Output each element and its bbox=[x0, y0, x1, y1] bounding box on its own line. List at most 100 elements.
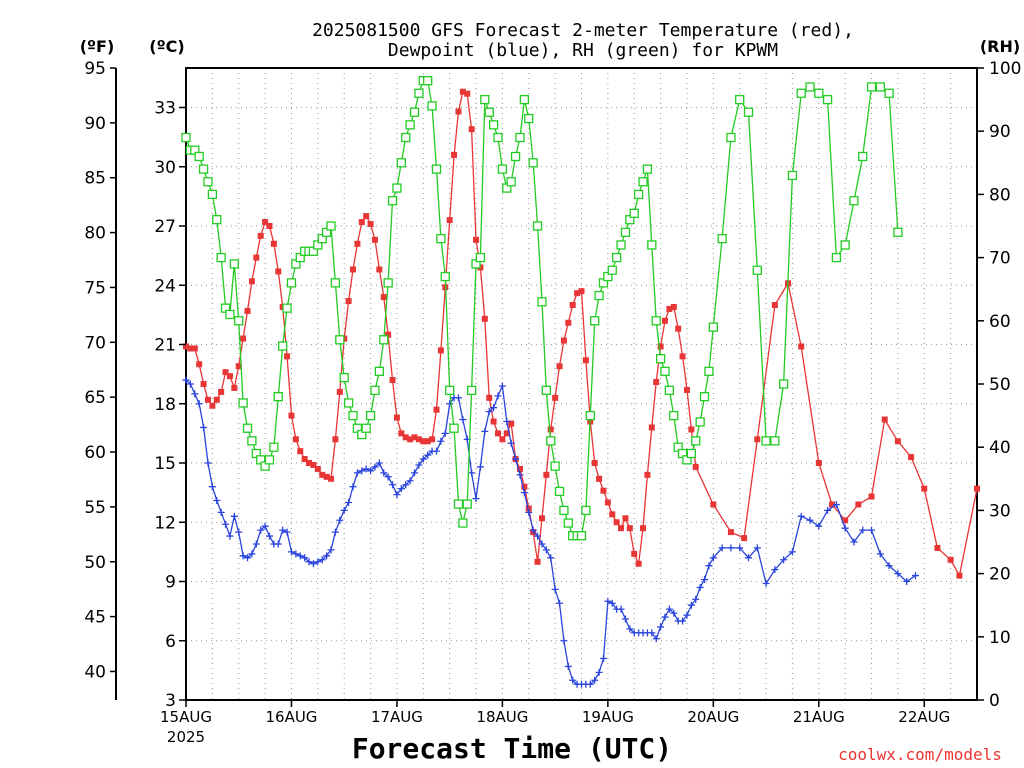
dewpoint-point bbox=[608, 599, 616, 607]
rh-point bbox=[207, 189, 218, 200]
dewpoint-line bbox=[185, 379, 916, 685]
dewpoint-point bbox=[213, 497, 221, 505]
dewpoint-point bbox=[301, 554, 309, 562]
dewpoint-point bbox=[235, 528, 243, 536]
temperature-point bbox=[653, 379, 660, 386]
temperature-point bbox=[908, 454, 915, 461]
dewpoint-point bbox=[340, 506, 348, 514]
dewpoint-point bbox=[824, 506, 832, 514]
dewpoint-point bbox=[507, 439, 515, 447]
dewpoint-point bbox=[481, 427, 489, 435]
celsius-tick-label: 24 bbox=[154, 276, 176, 296]
temperature-point bbox=[363, 213, 370, 220]
temperature-point bbox=[754, 436, 761, 443]
rh-point bbox=[330, 278, 341, 288]
dewpoint-point bbox=[274, 540, 282, 548]
dewpoint-point bbox=[411, 469, 419, 477]
temperature-point bbox=[798, 343, 805, 350]
rh-point bbox=[884, 88, 894, 98]
dewpoint-point bbox=[309, 560, 317, 568]
dewpoint-point bbox=[244, 554, 252, 562]
rh-point bbox=[181, 132, 191, 143]
rh-point bbox=[436, 233, 446, 244]
temperature-point bbox=[407, 436, 414, 443]
rh-point bbox=[541, 385, 551, 395]
rh-point bbox=[379, 335, 389, 345]
rh-tick-label: 60 bbox=[989, 312, 1011, 332]
dewpoint-point bbox=[503, 418, 511, 426]
celsius-unit-label: (ºC) bbox=[149, 37, 184, 56]
dewpoint-point bbox=[283, 528, 291, 536]
dewpoint-point bbox=[621, 615, 629, 623]
rh-point bbox=[660, 366, 670, 377]
temperature-point bbox=[349, 266, 356, 273]
rh-point bbox=[203, 177, 213, 187]
temperature-point bbox=[626, 525, 633, 532]
temperature-point bbox=[600, 487, 607, 494]
rh-point bbox=[805, 82, 815, 92]
temperature-point bbox=[411, 434, 418, 441]
rh-point bbox=[822, 94, 833, 105]
x-tick-label: 22AUG bbox=[898, 708, 950, 726]
dewpoint-point bbox=[903, 578, 911, 585]
rh-point bbox=[234, 316, 244, 326]
temperature-point bbox=[389, 377, 396, 384]
rh-tick-label: 0 bbox=[989, 691, 1000, 711]
dewpoint-point bbox=[182, 376, 190, 384]
rh-point bbox=[225, 309, 235, 320]
dewpoint-point bbox=[591, 676, 599, 684]
rh-point bbox=[212, 215, 222, 225]
temperature-point bbox=[424, 438, 431, 445]
dewpoint-point bbox=[437, 437, 445, 445]
temperature-point bbox=[543, 471, 550, 478]
temperature-point bbox=[815, 460, 822, 466]
temperature-point bbox=[393, 414, 400, 421]
temperature-point bbox=[499, 436, 506, 443]
rh-point bbox=[524, 113, 534, 124]
tick-labels: 40 45 50 55 60 65 70 75 80 85 90 95 3 6 9 12 15 18 21 24 27 3… bbox=[84, 59, 1021, 746]
dewpoint-point bbox=[200, 423, 208, 431]
temperature-point bbox=[204, 396, 211, 403]
dewpoint-point bbox=[494, 392, 502, 400]
temperature-point bbox=[187, 345, 194, 352]
temperature-point bbox=[481, 315, 488, 322]
dewpoint-point bbox=[788, 548, 796, 556]
temperature-point bbox=[240, 335, 247, 342]
temperature-point bbox=[288, 412, 295, 419]
rh-point bbox=[383, 278, 393, 288]
rh-point bbox=[242, 423, 253, 433]
dewpoint-point bbox=[292, 550, 300, 558]
dewpoint-point bbox=[397, 485, 405, 493]
dewpoint-point bbox=[336, 516, 344, 524]
temperature-point bbox=[591, 460, 598, 466]
rh-point bbox=[866, 82, 877, 92]
rh-tick-label: 80 bbox=[989, 185, 1011, 205]
dewpoint-point bbox=[432, 447, 440, 455]
temperature-point bbox=[420, 438, 427, 445]
temperature-point bbox=[385, 331, 392, 338]
temperature-point bbox=[354, 240, 361, 247]
dewpoint-point bbox=[490, 404, 498, 412]
rh-point bbox=[264, 455, 275, 465]
temperature-point bbox=[437, 347, 444, 354]
rh-point bbox=[633, 189, 644, 200]
temperature-point bbox=[582, 357, 589, 364]
temperature-point bbox=[231, 384, 238, 391]
x-tick-sublabel: 2025 bbox=[167, 728, 205, 746]
dewpoint-point bbox=[648, 629, 656, 637]
rh-point bbox=[370, 385, 380, 395]
rh-point bbox=[546, 436, 556, 446]
dewpoint-point bbox=[424, 451, 432, 459]
fahrenheit-tick-label: 55 bbox=[84, 498, 106, 518]
dewpoint-point bbox=[516, 471, 524, 479]
chart-title-line2: Dewpoint (blue), RH (green) for KPWM bbox=[388, 40, 778, 61]
temperature-point bbox=[741, 535, 748, 542]
fahrenheit-tick-label: 85 bbox=[84, 169, 106, 189]
rh-point bbox=[704, 366, 714, 377]
temperature-point bbox=[609, 511, 616, 518]
rh-point bbox=[695, 417, 705, 427]
dewpoint-point bbox=[472, 495, 480, 503]
temperature-point bbox=[328, 475, 335, 482]
rh-tick-label: 40 bbox=[989, 438, 1011, 458]
